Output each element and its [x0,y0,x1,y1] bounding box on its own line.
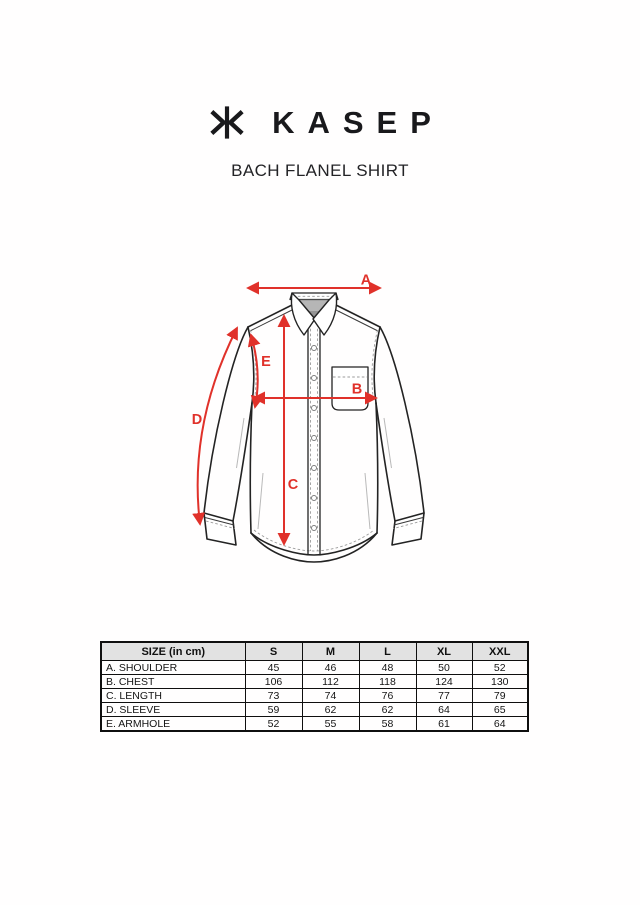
cell-value: 118 [358,674,417,689]
row-label: E. ARMHOLE [100,716,246,732]
header-size-m: M [301,641,360,661]
measure-label-b: B [352,382,362,398]
cell-value: 65 [471,702,529,717]
row-label: C. LENGTH [100,688,246,703]
measure-arrow-armhole [247,333,264,409]
collar-leaf-right [312,292,338,336]
cell-value: 62 [301,702,360,717]
cell-value: 64 [415,702,473,717]
cell-value: 76 [358,688,417,703]
header-size-l: L [358,641,417,661]
cell-value: 112 [301,674,360,689]
collar [289,292,339,336]
cell-value: 59 [244,702,303,717]
header-size-label: SIZE (in cm) [100,641,246,661]
table-row-chest: B. CHEST 106 112 118 124 130 [100,674,529,689]
measure-label-e: E [261,354,271,370]
cell-value: 74 [301,688,360,703]
cell-value: 52 [471,660,529,675]
brand-logo: KASEP [0,105,640,140]
size-table-header-row: SIZE (in cm) S M L XL XXL [100,641,529,661]
header-size-s: S [244,641,303,661]
brand-name: KASEP [272,105,444,140]
row-label: A. SHOULDER [100,660,246,675]
cell-value: 55 [301,716,360,732]
cell-value: 124 [415,674,473,689]
cell-value: 106 [244,674,303,689]
measure-label-c: C [288,477,299,493]
buttons [311,345,317,531]
cell-value: 52 [244,716,303,732]
collar-leaf-left [290,292,316,336]
cell-value: 79 [471,688,529,703]
cell-value: 50 [415,660,473,675]
row-label: D. SLEEVE [100,702,246,717]
measurement-arrows [192,281,382,546]
cell-value: 73 [244,688,303,703]
header-size-xxl: XXL [471,641,529,661]
row-label: B. CHEST [100,674,246,689]
cell-value: 77 [415,688,473,703]
measure-label-a: A [361,273,372,289]
cell-value: 48 [358,660,417,675]
kasep-logo-mark-icon [210,106,244,139]
table-row-armhole: E. ARMHOLE 52 55 58 61 64 [100,716,529,732]
cell-value: 46 [301,660,360,675]
header-size-xl: XL [415,641,473,661]
cell-value: 45 [244,660,303,675]
table-row-shoulder: A. SHOULDER 45 46 48 50 52 [100,660,529,675]
chest-pocket [331,366,369,411]
table-row-sleeve: D. SLEEVE 59 62 62 64 65 [100,702,529,717]
cell-value: 61 [415,716,473,732]
table-row-length: C. LENGTH 73 74 76 77 79 [100,688,529,703]
measurement-labels: A B C D E [192,273,372,494]
right-cuff [391,512,425,546]
measure-label-d: D [192,412,202,428]
cell-value: 64 [471,716,529,732]
cell-value: 58 [358,716,417,732]
left-cuff [203,512,237,546]
size-table: SIZE (in cm) S M L XL XXL A. SHOULDER 45… [100,641,529,732]
shirt-body [236,302,392,563]
cell-value: 130 [471,674,529,689]
measure-arrow-sleeve [192,326,238,526]
cell-value: 62 [358,702,417,717]
button-placket [307,320,321,556]
product-title: BACH FLANEL SHIRT [231,161,409,180]
